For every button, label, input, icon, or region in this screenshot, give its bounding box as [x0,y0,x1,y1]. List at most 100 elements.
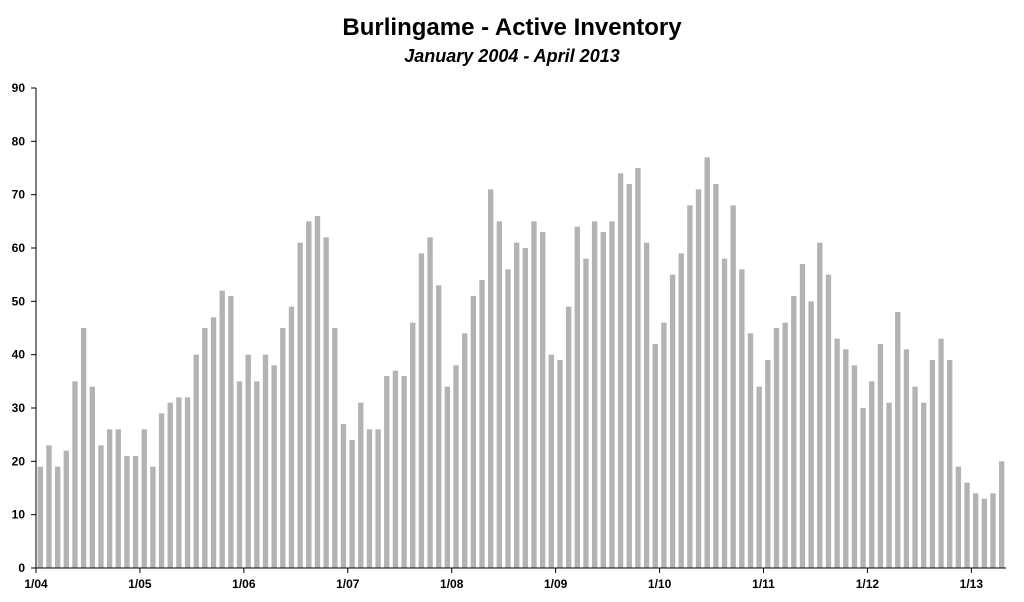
bar-10-04 [115,429,121,568]
bar-8-07 [410,322,416,568]
bar-7-06 [297,242,303,569]
bar-3-11 [782,322,788,568]
bar-2-13 [981,498,988,568]
bar-8-06 [306,221,312,568]
bar-10-10 [739,269,745,568]
bar-8-09 [617,173,624,568]
bar-11-07 [436,285,442,568]
y-tick-label: 10 [12,508,26,522]
bar-2-07 [358,402,364,568]
bar-2-08 [462,333,468,568]
bar-4-10 [687,205,693,568]
y-tick-label: 70 [12,188,26,202]
bar-4-12 [895,312,901,568]
bar-3-05 [158,413,165,568]
bar-7-11 [817,242,823,569]
bar-7-04 [89,386,95,568]
bar-1-09 [557,360,563,568]
bar-9-12 [938,338,944,568]
bar-2-05 [150,466,156,568]
bar-10-05 [219,290,225,568]
bar-3-08 [470,296,477,568]
x-tick-label: 1/08 [440,577,464,591]
bar-1-12 [869,381,875,568]
bar-4-04 [63,450,69,568]
bar-9-04 [106,429,113,568]
x-tick-label: 1/13 [960,577,984,591]
bar-5-12 [903,349,910,568]
bar-9-09 [626,184,632,568]
bar-2-09 [565,306,572,568]
bar-7-08 [505,269,511,568]
bar-7-12 [921,402,927,568]
bar-11-08 [539,232,546,568]
bar-8-11 [825,274,832,568]
bar-2-11 [773,328,780,568]
bar-11-12 [955,466,962,568]
x-tick-label: 1/10 [648,577,672,591]
bar-1-10 [661,322,667,568]
bar-12-08 [548,354,554,568]
bar-1-05 [141,429,147,568]
bar-2-10 [669,274,676,568]
x-axis-ticks: 1/04 1/05 1/06 1/07 1/08 1/09 1/10 1/11 1/12 1/13 [24,568,983,591]
bar-3-09 [574,226,580,569]
bar-6-10 [704,157,710,568]
y-tick-label: 90 [12,81,26,95]
bar-7-10 [713,184,719,568]
bar-12-11 [860,408,866,568]
bar-1-08 [453,365,459,568]
bar-8-05 [202,328,208,568]
bar-4-06 [271,365,277,568]
bar-1-11 [765,360,771,568]
x-tick-label: 1/12 [856,577,880,591]
bar-5-07 [384,376,390,568]
bar-7-05 [193,354,199,568]
x-tick-label: 1/11 [752,577,775,591]
bar-7-09 [609,221,615,568]
bar-5-09 [591,221,598,568]
bar-10-11 [843,349,849,568]
x-tick-label: 1/05 [128,577,152,591]
bar-9-07 [418,253,425,568]
x-tick-label: 1/07 [336,577,360,591]
x-tick-label: 1/04 [24,577,48,591]
bar-5-11 [799,264,806,568]
bar-10-08 [531,221,537,568]
bar-8-08 [513,242,520,569]
bar-7-07 [401,376,407,568]
y-tick-label: 60 [12,241,26,255]
y-axis-ticks: 0 10 20 30 40 50 60 70 80 90 [12,81,36,575]
bar-11-11 [851,365,858,568]
bar-3-06 [262,354,269,568]
bar-12-05 [236,381,243,568]
bar-10-06 [323,237,329,568]
bar-1-07 [349,440,355,568]
bar-11-04 [124,456,130,568]
bar-12-12 [964,482,970,568]
y-tick-label: 40 [12,348,26,362]
bar-1-06 [245,354,251,568]
bar-12-06 [340,424,347,568]
bar-5-10 [695,189,702,568]
bar-5-05 [176,397,182,568]
bar-9-10 [730,205,736,568]
bar-1-04 [37,466,44,568]
bar-9-06 [314,216,321,568]
bar-12-09 [652,344,658,568]
bar-6-11 [808,301,814,568]
bar-4-09 [583,258,589,568]
bar-4-13 [998,461,1005,568]
bar-11-09 [643,242,650,569]
bar-10-09 [635,168,641,568]
bar-2-12 [877,344,884,568]
y-tick-label: 20 [12,454,26,468]
y-tick-label: 30 [12,401,26,415]
chart-title: Burlingame - Active Inventory [342,14,682,41]
bar-8-10 [721,258,728,568]
bar-3-13 [990,493,996,568]
bar-6-05 [184,397,191,568]
bar-2-04 [46,445,52,568]
bar-1-13 [973,493,979,568]
y-tick-label: 80 [12,134,26,148]
